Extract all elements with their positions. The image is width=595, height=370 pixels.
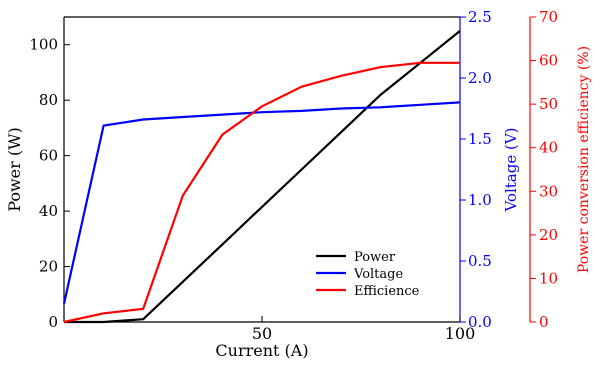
series-line-voltage (62, 101, 461, 304)
left-tick-label: 100 (29, 36, 58, 54)
efficiency-tick-label: 70 (539, 8, 558, 26)
voltage-tick-label: 2.0 (468, 69, 492, 87)
series-line-power (64, 30, 461, 324)
efficiency-tick-label: 10 (539, 269, 558, 287)
efficiency-tick-label: 0 (539, 313, 549, 331)
left-tick-label: 60 (39, 147, 58, 165)
voltage-axis-title: Voltage (V) (502, 127, 520, 212)
legend-label-power: Power (354, 250, 396, 265)
left-tick-label: 20 (39, 258, 58, 276)
efficiency-axis-title: Power conversion efficiency (%) (576, 46, 592, 273)
efficiency-tick-label: 60 (539, 52, 558, 70)
voltage-tick-label: 1.5 (468, 130, 492, 148)
left-axis-title: Power (W) (5, 127, 24, 212)
efficiency-tick-label: 40 (539, 139, 558, 157)
voltage-tick-label: 0.0 (468, 313, 492, 331)
voltage-tick-label: 2.5 (468, 8, 492, 26)
legend-label-voltage: Voltage (353, 267, 403, 282)
left-tick-label: 80 (39, 91, 58, 109)
x-axis-title: Current (A) (215, 341, 308, 360)
voltage-tick-label: 1.0 (468, 191, 492, 209)
x-tick-label: 100 (445, 324, 476, 343)
series-line-efficience (63, 61, 460, 324)
voltage-tick-label: 0.5 (468, 252, 492, 270)
efficiency-tick-label: 20 (539, 226, 558, 244)
efficiency-tick-label: 30 (539, 182, 558, 200)
efficiency-tick-label: 50 (539, 95, 558, 113)
left-tick-label: 0 (48, 313, 58, 331)
x-tick-label: 50 (252, 324, 272, 343)
legend-label-efficience: Efficience (354, 284, 420, 299)
left-tick-label: 40 (39, 202, 58, 220)
